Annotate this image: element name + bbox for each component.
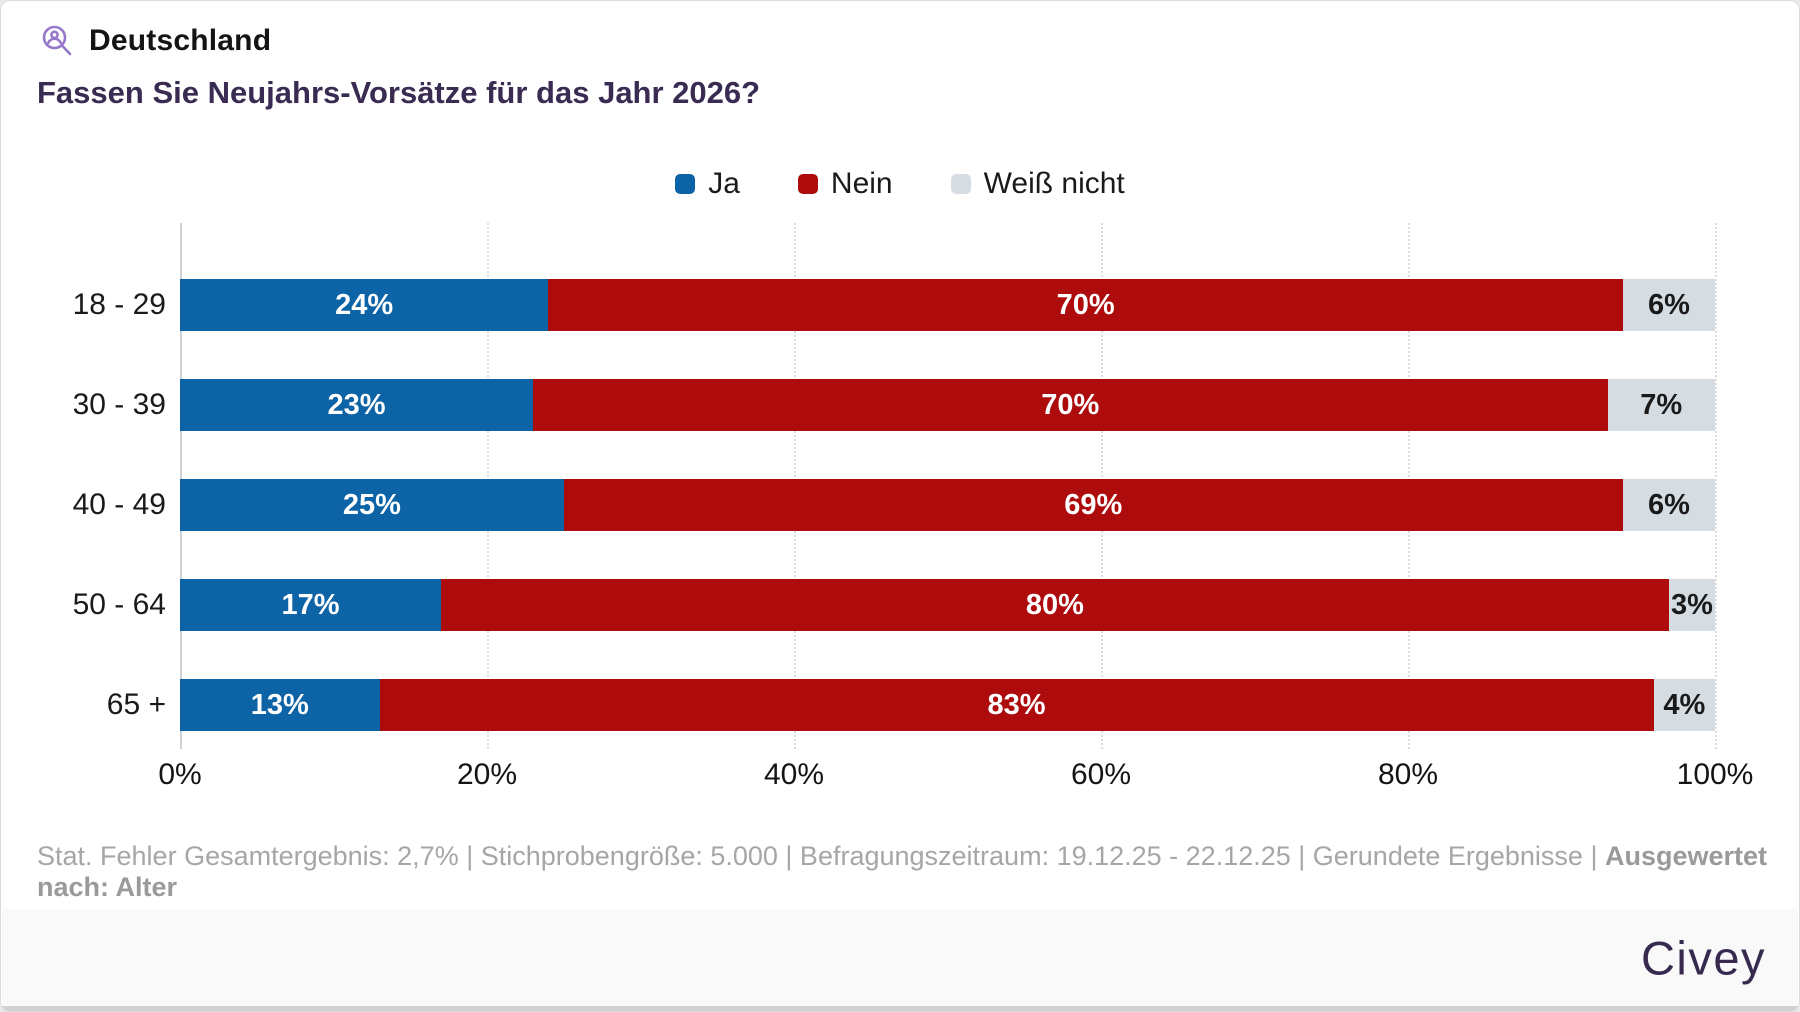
y-axis-labels: 18 - 29 30 - 39 40 - 49 50 - 64 65 + (1, 223, 166, 749)
bar-value-label: 4% (1663, 688, 1706, 721)
legend: Ja Nein Weiß nicht (1, 167, 1799, 201)
region-label: Deutschland (89, 24, 272, 57)
legend-swatch-weiss-nicht (950, 174, 971, 194)
bar-segment-ja: 24% (180, 279, 549, 331)
question-title: Fassen Sie Neujahrs-Vorsätze für das Jah… (37, 75, 761, 110)
bar-value-label: 6% (1647, 488, 1690, 521)
x-tick-80: 80% (1377, 758, 1439, 791)
category-label: 18 - 29 (72, 288, 166, 321)
x-tick-100: 100% (1676, 758, 1754, 791)
legend-swatch-nein (797, 174, 818, 194)
bar-segment-weiss-nicht: 4% (1653, 679, 1715, 731)
legend-swatch-ja (675, 174, 696, 194)
bar-value-label: 13% (250, 688, 309, 721)
legend-label-ja: Ja (708, 167, 740, 200)
plot-area: 24% 70% 6% 23% 70% 7% 25% 69% 6% 17% 80%… (180, 223, 1717, 749)
bar-segment-ja: 25% (180, 479, 564, 531)
bar-segment-weiss-nicht: 7% (1607, 379, 1715, 431)
bar-value-label: 3% (1671, 588, 1713, 621)
bar-value-label: 6% (1647, 288, 1690, 321)
bar-segment-weiss-nicht: 6% (1622, 479, 1715, 531)
footnote-emphasis: Ausgewertet nach: Alter (37, 841, 1768, 902)
x-tick-0: 0% (158, 758, 202, 791)
bar-row-18-29: 24% 70% 6% (180, 279, 1715, 331)
header: Deutschland (39, 23, 271, 59)
bar-row-65-plus: 13% 83% 4% (180, 679, 1715, 731)
x-tick-60: 60% (1070, 758, 1132, 791)
bar-row-30-39: 23% 70% 7% (180, 379, 1715, 431)
legend-item-ja: Ja (675, 167, 740, 201)
gridline-100 (1715, 223, 1717, 749)
x-axis: 0% 20% 40% 60% 80% 100% (158, 758, 1753, 798)
bar-value-label: 70% (1056, 288, 1115, 321)
bar-value-label: 17% (281, 588, 340, 621)
bar-segment-nein: 83% (379, 679, 1654, 731)
population-magnifier-icon (39, 23, 75, 59)
legend-label-weiss-nicht: Weiß nicht (983, 167, 1125, 200)
category-label: 65 + (106, 688, 166, 721)
bar-value-label: 83% (987, 688, 1046, 721)
bar-segment-weiss-nicht: 3% (1668, 579, 1715, 631)
bar-segment-ja: 17% (180, 579, 441, 631)
civey-logo[interactable]: Civey (1640, 931, 1766, 984)
bar-value-label: 24% (335, 288, 394, 321)
category-label: 50 - 64 (72, 588, 166, 621)
bar-value-label: 25% (342, 488, 401, 521)
bar-row-40-49: 25% 69% 6% (180, 479, 1715, 531)
category-label: 30 - 39 (72, 388, 166, 421)
x-tick-20: 20% (456, 758, 518, 791)
methodology-footnote: Stat. Fehler Gesamtergebnis: 2,7% | Stic… (37, 841, 1799, 903)
bar-value-label: 80% (1025, 588, 1084, 621)
bar-row-50-64: 17% 80% 3% (180, 579, 1715, 631)
bar-value-label: 70% (1041, 388, 1100, 421)
legend-item-nein: Nein (797, 167, 893, 201)
bar-segment-ja: 13% (180, 679, 380, 731)
bar-value-label: 23% (327, 388, 386, 421)
bottom-accent-strip (1, 1006, 1799, 1011)
brand-band: Civey (2, 909, 1798, 1006)
footnote-text: Stat. Fehler Gesamtergebnis: 2,7% | Stic… (37, 841, 1605, 871)
category-label: 40 - 49 (72, 488, 166, 521)
bar-segment-nein: 80% (440, 579, 1669, 631)
bar-segment-nein: 69% (563, 479, 1623, 531)
bar-segment-ja: 23% (180, 379, 534, 431)
bar-segment-nein: 70% (548, 279, 1623, 331)
legend-label-nein: Nein (830, 167, 893, 200)
bar-value-label: 69% (1064, 488, 1123, 521)
legend-item-weiss-nicht: Weiß nicht (950, 167, 1125, 201)
bar-value-label: 7% (1640, 388, 1683, 421)
bar-segment-nein: 70% (533, 379, 1608, 431)
bar-segment-weiss-nicht: 6% (1622, 279, 1715, 331)
x-tick-40: 40% (763, 758, 825, 791)
